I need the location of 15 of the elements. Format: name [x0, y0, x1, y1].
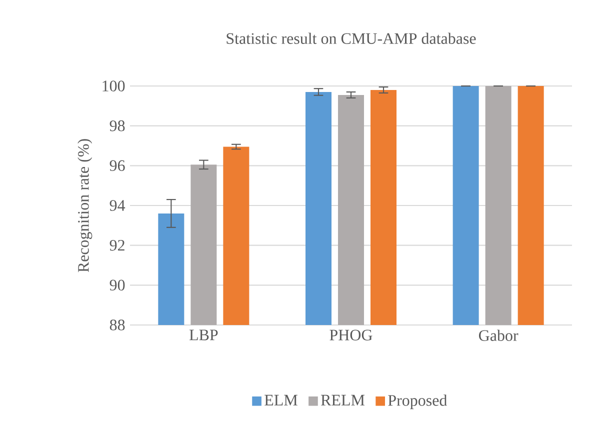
chart-title: Statistic result on CMU-AMP database: [226, 32, 476, 44]
x-tick-label: PHOG: [330, 330, 372, 340]
y-axis-title: Recognition rate (%): [78, 139, 92, 272]
y-tick-label: 92: [110, 240, 124, 251]
x-tick-label: Gabor: [478, 330, 518, 341]
legend-label: ELM: [264, 394, 298, 406]
y-tick-label: 100: [102, 80, 125, 92]
y-tick-label: 88: [110, 320, 125, 330]
legend-label: Proposed: [388, 394, 448, 410]
y-tick-label: 96: [110, 160, 125, 172]
x-tick-label: LBP: [189, 330, 218, 340]
y-tick-label: 94: [110, 200, 126, 211]
legend-label: RELM: [321, 394, 365, 406]
y-tick-label: 98: [110, 120, 125, 132]
y-tick-label: 90: [110, 280, 125, 291]
